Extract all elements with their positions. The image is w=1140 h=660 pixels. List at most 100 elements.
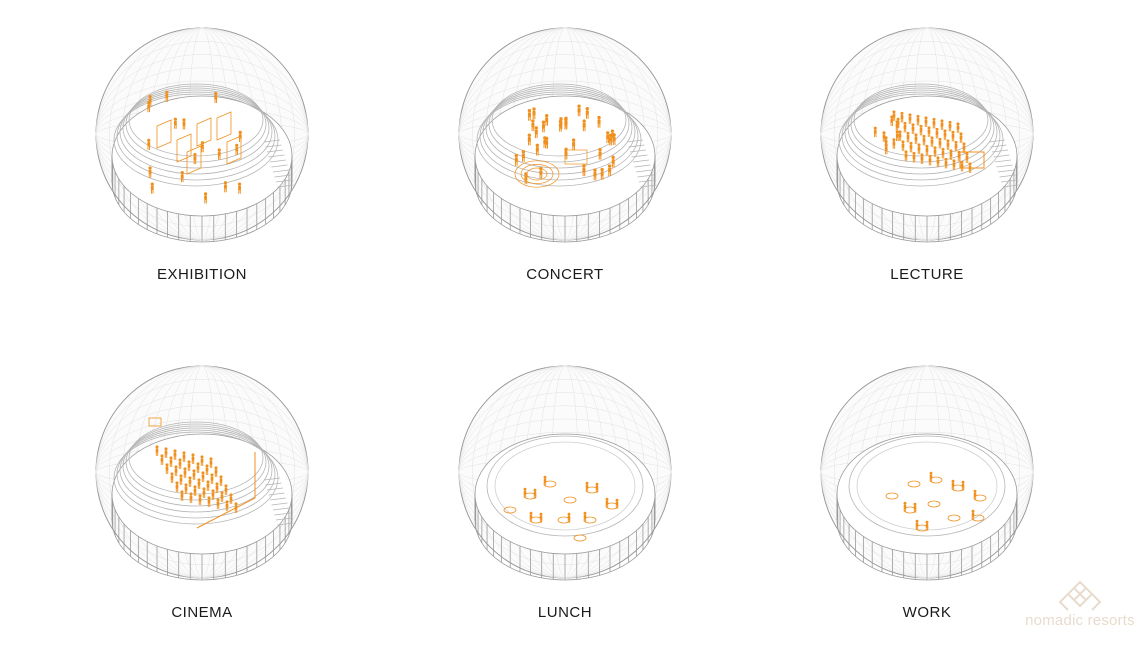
person-figure — [892, 110, 896, 121]
person-figure — [183, 467, 187, 478]
person-figure — [916, 114, 920, 126]
person-figure — [911, 123, 915, 134]
person-figure — [927, 126, 931, 137]
person-figure — [529, 511, 533, 522]
activity-concert — [514, 104, 616, 188]
person-figure — [219, 475, 223, 486]
person-figure — [180, 490, 184, 501]
screen — [196, 452, 256, 529]
person-figure — [611, 155, 615, 168]
person-figure — [615, 498, 619, 509]
person-figure — [901, 140, 905, 151]
person-figure — [917, 143, 921, 154]
person-figure — [200, 141, 205, 153]
person-figure — [956, 122, 960, 133]
person-figure — [922, 134, 926, 146]
panel-lunch: LUNCH — [440, 360, 690, 660]
person-figure — [188, 476, 192, 487]
person-figure — [593, 168, 597, 181]
person-figure — [201, 471, 205, 482]
person-figure — [954, 140, 958, 152]
person-figure — [182, 118, 186, 130]
person-figure — [539, 512, 543, 523]
person-figure — [903, 501, 907, 512]
person-figure — [930, 136, 934, 147]
person-figure — [193, 152, 197, 165]
panel-concert: CONCERT — [440, 22, 690, 322]
dome-diagram-lunch — [458, 365, 672, 581]
person-figure — [197, 478, 201, 489]
person-figure — [913, 502, 917, 513]
person-figure — [951, 479, 955, 490]
person-figure — [946, 139, 950, 150]
person-figure — [174, 465, 178, 476]
panel-cinema: CINEMA — [77, 360, 327, 660]
panel-lecture: LECTURE — [802, 22, 1052, 322]
person-figure — [564, 147, 568, 160]
person-figure — [148, 166, 152, 178]
person-figure — [951, 130, 955, 142]
person-figure — [968, 162, 972, 173]
person-figure — [207, 496, 211, 507]
person-figure — [938, 137, 942, 149]
person-figure — [943, 129, 947, 140]
person-figure — [915, 519, 919, 530]
person-figure — [200, 455, 204, 466]
person-figure — [216, 498, 220, 509]
person-figure — [892, 138, 896, 149]
person-figure — [215, 482, 219, 493]
person-figure — [169, 456, 173, 467]
person-figure — [539, 166, 543, 179]
person-figure — [192, 469, 196, 480]
person-figure — [962, 142, 966, 153]
person-figure — [929, 471, 933, 482]
person-figure — [925, 520, 929, 531]
person-figure — [165, 463, 169, 474]
panel-label: LUNCH — [537, 604, 593, 621]
person-figure — [559, 117, 563, 129]
person-figure — [957, 150, 961, 162]
person-figure — [912, 151, 916, 163]
person-figure — [541, 120, 546, 133]
person-figure — [960, 160, 964, 172]
person-figure — [173, 449, 177, 460]
person-figure — [214, 466, 218, 477]
person-figure — [600, 167, 604, 180]
person-figure — [577, 104, 581, 117]
panel-label: CINEMA — [171, 604, 233, 621]
person-figure — [187, 460, 191, 471]
person-figure — [206, 480, 210, 491]
person-figure — [203, 192, 208, 204]
person-figure — [585, 481, 589, 492]
person-figure — [606, 131, 610, 143]
person-figure — [582, 164, 586, 177]
person-figure — [941, 147, 945, 159]
panel-exhibition: EXHIBITION — [77, 22, 327, 322]
person-figure — [607, 164, 612, 177]
person-figure — [925, 144, 929, 156]
person-figure — [949, 149, 953, 160]
person-figure — [940, 119, 944, 130]
panel-label: LECTURE — [890, 266, 964, 283]
person-figure — [225, 500, 229, 511]
person-figure — [948, 120, 952, 132]
person-figure — [193, 485, 197, 496]
dome-diagram-concert — [458, 27, 672, 243]
person-figure — [583, 511, 587, 522]
person-figure — [514, 153, 519, 166]
person-figure — [543, 475, 547, 486]
person-figure — [935, 127, 939, 139]
person-figure — [214, 91, 218, 103]
person-figure — [903, 121, 907, 133]
person-figure — [527, 108, 532, 121]
person-figure — [920, 153, 924, 164]
panel-label: WORK — [902, 604, 952, 621]
person-figure — [936, 156, 940, 167]
person-figure — [900, 111, 904, 123]
person-figure — [209, 457, 213, 468]
dome-diagram-exhibition — [95, 27, 309, 243]
person-figure — [196, 462, 200, 473]
person-figure — [965, 152, 969, 163]
person-figure — [884, 143, 888, 155]
person-figure — [919, 124, 923, 136]
